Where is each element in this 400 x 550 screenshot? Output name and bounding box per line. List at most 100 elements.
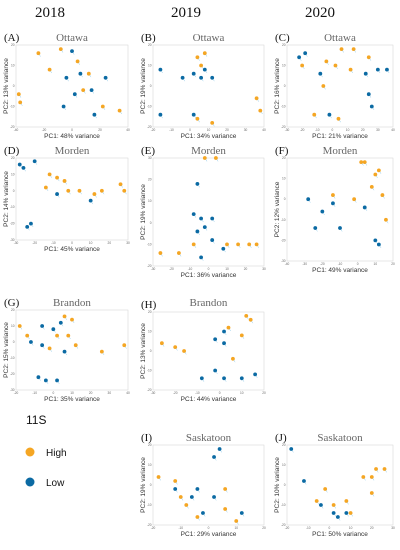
panel-f-high-point-tag-4 [372, 187, 375, 191]
panel-h-xtick-5: 20 [262, 391, 266, 395]
panel-j-plot-area [286, 444, 394, 526]
panel-e-xtick-5: 20 [244, 267, 248, 271]
panel-b-low-point-tag-7 [201, 78, 204, 82]
panel-d-low-point-tag-6 [91, 201, 94, 205]
panel-a-high-point-2 [75, 59, 80, 64]
panel-b-high-point-0 [202, 51, 207, 56]
panel-j-xtick-4: 20 [370, 526, 374, 530]
panel-a-high-point-tag-3 [50, 70, 52, 74]
panel-i-high-point-tag-1 [181, 498, 184, 501]
panel-e-low-point-tag-4 [198, 232, 200, 235]
panel-c-low-point-tag-5 [320, 74, 323, 78]
panel-e-high-point-7 [254, 242, 259, 247]
panel-a-high-point-tag-6 [83, 91, 86, 94]
legend: 11S High Low [25, 413, 67, 489]
panel-h-low-point-tag-2 [224, 344, 227, 347]
panel-d-ytick-4: 10 [11, 172, 15, 176]
panel-h-high-point-0 [244, 314, 249, 318]
panel-h-low-point-3 [213, 368, 218, 373]
panel-f-low-point-tag-2 [333, 204, 336, 207]
panel-a-ylabel: PC2: 13% variance [3, 58, 10, 114]
panel-e-low-point-tag-6 [212, 241, 215, 244]
panel-a-high-point-9 [16, 92, 21, 97]
panel-c-high-point-tag-3 [327, 62, 329, 65]
panel-e-low-point-tag-7 [223, 249, 226, 253]
panel-d-high-point-tag-9 [50, 175, 52, 178]
panel-i-low-point-tag-3 [192, 498, 195, 501]
panel-b-low-point-4 [210, 75, 215, 80]
panel-f-high-point-tag-0 [361, 163, 364, 166]
panel-i-high-point-tag-4 [225, 510, 228, 513]
panel-i-xlabel: PC1: 29% variance [181, 531, 237, 538]
panel-d-high-point-tag-6 [102, 191, 105, 195]
panel-h-low-point-1 [213, 337, 218, 342]
panel-h-high-point-tag-7 [233, 359, 236, 363]
panel-f-xtick-5: 10 [374, 262, 378, 266]
panel-f-xtick-2: -20 [320, 262, 325, 266]
panel-f-high-point-7 [352, 197, 357, 202]
panel-h-low-point-4 [222, 376, 226, 381]
panel-j-high-point-6 [348, 511, 353, 515]
panel-b-xtick-2: 0 [189, 128, 191, 132]
panel-i-xtick-2: 0 [208, 526, 210, 530]
panel-b-high-point-2 [254, 96, 259, 101]
panel-d-high-point-0 [43, 185, 48, 190]
panel-h-ytick-2: 0 [150, 349, 152, 353]
panel-c-xtick-3: 0 [332, 128, 334, 132]
panel-d-low-point-tag-4 [27, 227, 30, 231]
panel-b-plot-area [152, 44, 265, 128]
panel-h-high-point-7 [231, 356, 235, 361]
panel-i-high-point-tag-3 [198, 518, 200, 521]
panel-d-high-point-tag-1 [57, 178, 60, 182]
panel-f-high-point-tag-1 [365, 163, 368, 166]
panel-c-ytick-1: -10 [281, 105, 286, 109]
panel-c-high-point-0 [339, 47, 344, 51]
panel-b-high-point-tag-6 [201, 66, 204, 69]
panel-j-label: (J) [275, 432, 287, 444]
panel-b-high-point-1 [195, 55, 200, 60]
panel-j-high-point-tag-0 [376, 470, 379, 473]
panel-c-ytick-4: 20 [282, 43, 286, 47]
panel-b: (B) Ottawa-20 -10 0 10 20 30 40-20-1001020PC1: … [140, 32, 266, 140]
panel-b-xtick-5: 30 [244, 128, 248, 132]
panel-f-ytick-3: 0 [284, 197, 286, 201]
panel-h-low-point-tag-3 [215, 371, 218, 374]
panel-g-xtick-1: -10 [32, 391, 37, 395]
panel-d-low-point-3 [29, 221, 33, 226]
panel-i-high-point-7 [173, 479, 178, 483]
panel-i-xtick-0: -20 [151, 526, 156, 530]
panel-e: (E) Morden-30 -20 -10 0 10 20 30-20-100102030PC… [140, 145, 266, 279]
panel-j-low-point-0 [289, 447, 294, 451]
panel-g-xlabel: PC1: 35% variance [44, 396, 100, 403]
panel-i-ytick-3: 10 [148, 463, 152, 467]
panel-e-xtick-3: 0 [208, 267, 210, 271]
panel-e-high-point-5 [236, 242, 241, 247]
panel-a-low-point-tag-3 [92, 91, 94, 94]
panel-f-low-point-4 [338, 226, 342, 230]
panel-f-low-point-6 [376, 242, 381, 247]
panel-c-high-point-3 [324, 59, 329, 64]
panel-h-low-point-tag-0 [224, 332, 227, 335]
panel-j-high-point-7 [314, 499, 319, 503]
panel-g-low-point-1 [51, 327, 56, 332]
panel-d-xlabel: PC1: 45% variance [44, 246, 100, 253]
panel-b-title: Ottawa [193, 32, 225, 44]
panel-f-low-point-2 [331, 201, 335, 206]
panel-e-low-point-1 [191, 212, 196, 217]
panel-g-ytick-1: -20 [10, 372, 15, 376]
panel-g-high-point-7 [47, 346, 52, 351]
panel-c-low-point-tag-1 [305, 54, 308, 57]
panel-e-low-point-3 [210, 216, 215, 221]
panel-f-xlabel: PC1: 49% variance [312, 267, 368, 274]
panel-d-plot-area [15, 157, 129, 241]
panel-c-high-point-tag-2 [336, 66, 338, 69]
panel-d-high-point-4 [77, 188, 82, 193]
panel-c-high-point-1 [351, 47, 356, 51]
panel-j-high-point-3 [361, 475, 366, 479]
panel-b-xtick-0: -20 [151, 128, 156, 132]
panel-a-ytick-3: 10 [11, 64, 15, 68]
panel-f-ylabel: PC2: 12% variance [274, 181, 281, 237]
panel-g-xtick-0: -20 [14, 391, 19, 395]
panel-b-low-point-5 [158, 112, 163, 117]
panel-d-high-point-8 [122, 188, 127, 193]
